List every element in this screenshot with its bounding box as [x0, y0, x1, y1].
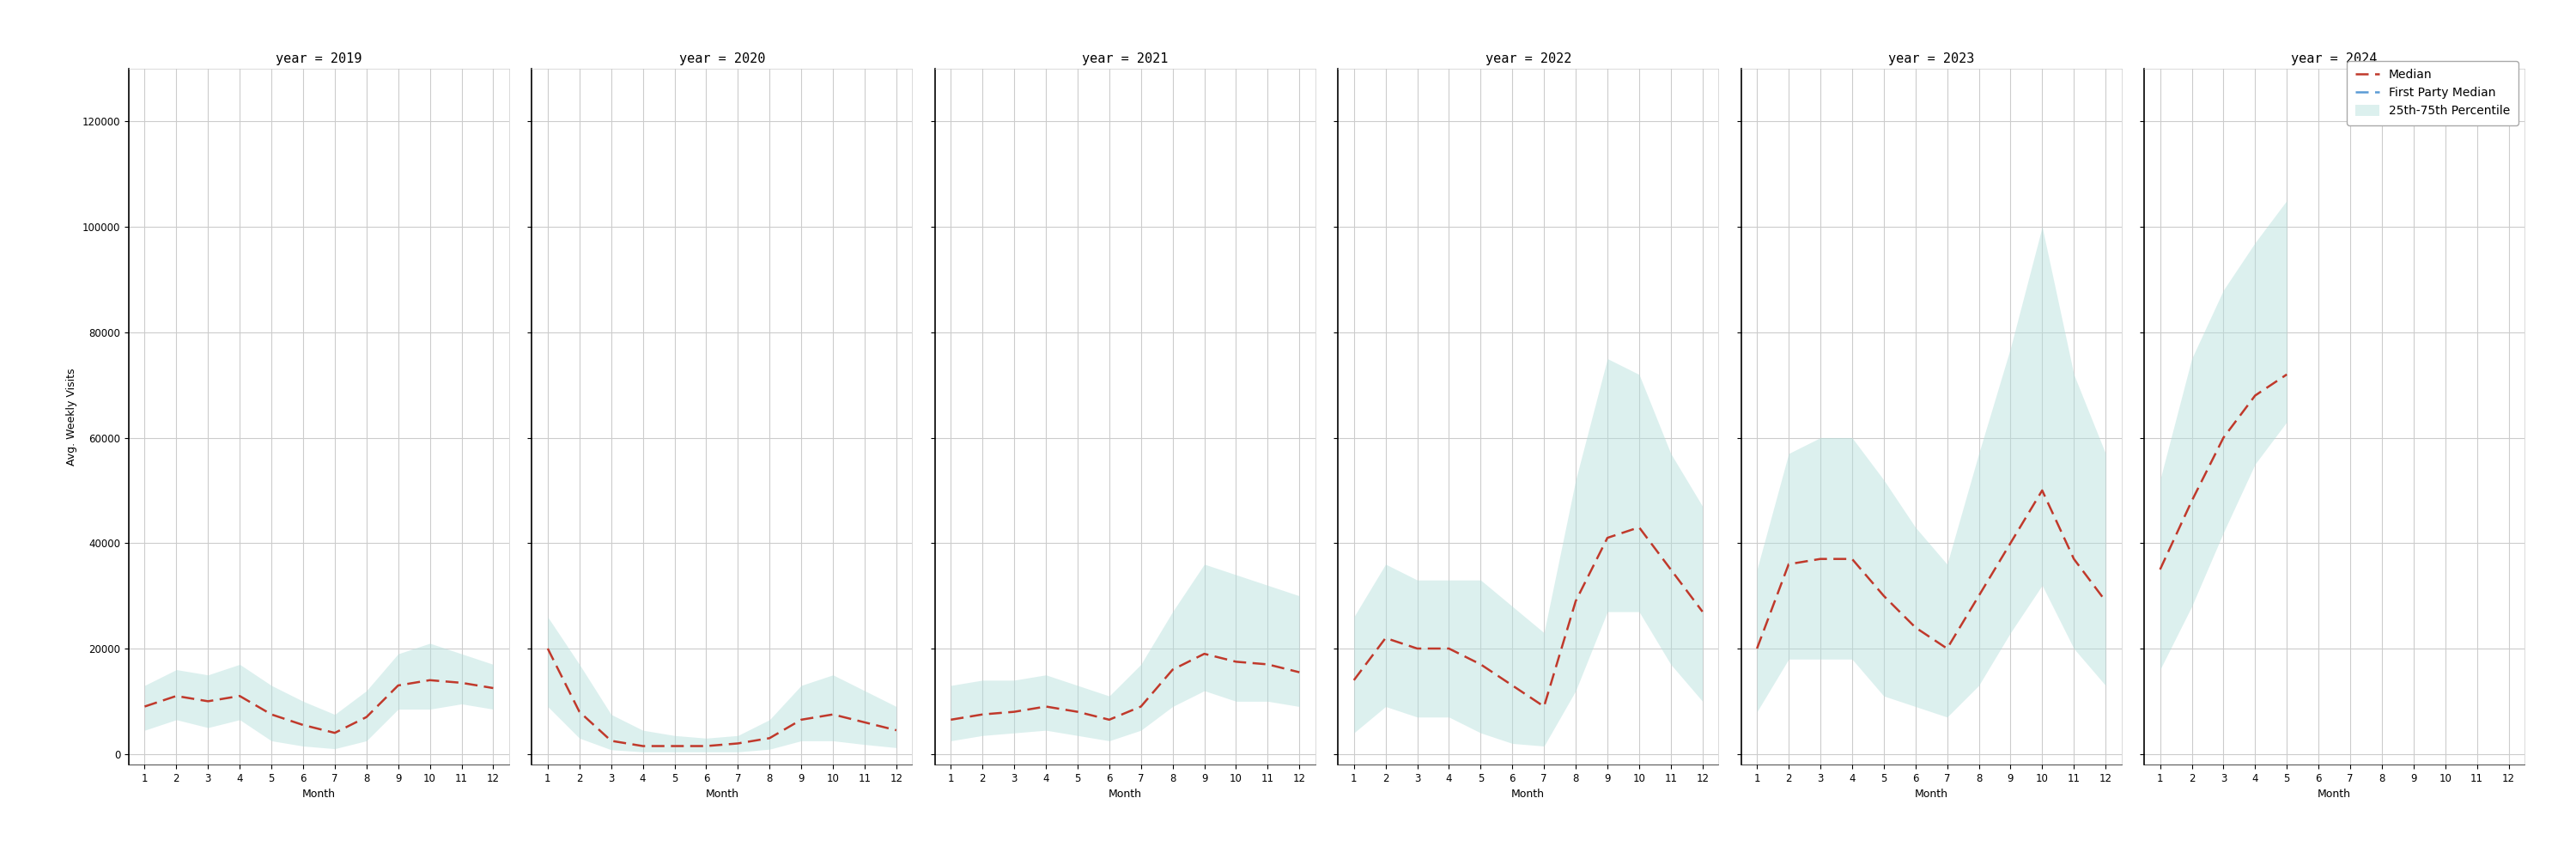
Median	[1061, 707, 1092, 717]
X-axis label: Month: Month	[706, 789, 739, 800]
Median	[2089, 596, 2120, 606]
Median	[564, 707, 595, 717]
Median	[1190, 649, 1221, 659]
Median	[1221, 656, 1252, 667]
X-axis label: Month: Month	[1914, 789, 1947, 800]
Line: Median: Median	[1757, 490, 2105, 649]
Median	[2027, 485, 2058, 496]
Median	[350, 712, 381, 722]
X-axis label: Month: Month	[301, 789, 335, 800]
Median	[384, 680, 415, 691]
Median	[1340, 675, 1370, 685]
Median	[1466, 659, 1497, 669]
Median	[533, 643, 564, 654]
Median	[1432, 643, 1463, 654]
Median	[850, 717, 881, 728]
Median	[1901, 622, 1932, 632]
Y-axis label: Avg. Weekly Visits: Avg. Weekly Visits	[67, 368, 77, 466]
Median	[629, 741, 659, 752]
Median	[160, 691, 191, 701]
Line: Median: Median	[951, 654, 1298, 720]
Median	[1157, 665, 1188, 675]
Median	[1252, 659, 1283, 669]
Median	[2146, 564, 2177, 575]
Median	[935, 715, 966, 725]
Median	[659, 741, 690, 752]
Median	[2208, 433, 2239, 443]
Median	[1623, 522, 1654, 533]
Title: year = 2021: year = 2021	[1082, 52, 1167, 65]
Median	[881, 725, 912, 735]
Median	[817, 710, 848, 720]
Median	[1806, 554, 1837, 564]
Median	[1994, 538, 2025, 548]
Median	[1370, 633, 1401, 643]
Median	[289, 720, 319, 730]
Median	[255, 710, 286, 720]
Median	[690, 741, 721, 752]
Median	[1741, 643, 1772, 654]
Median	[786, 715, 817, 725]
Title: year = 2023: year = 2023	[1888, 52, 1973, 65]
Median	[1687, 606, 1718, 617]
Title: year = 2019: year = 2019	[276, 52, 363, 65]
Median	[319, 728, 350, 738]
Median	[1592, 533, 1623, 543]
Median	[1095, 715, 1126, 725]
Median	[446, 678, 477, 688]
Median	[1868, 591, 1899, 601]
Median	[1497, 680, 1528, 691]
Title: year = 2022: year = 2022	[1486, 52, 1571, 65]
Median	[2058, 554, 2089, 564]
Median	[999, 707, 1030, 717]
Median	[1283, 667, 1314, 678]
Line: Median: Median	[549, 649, 896, 746]
Median	[1772, 559, 1803, 570]
Median	[1837, 554, 1868, 564]
Median	[2239, 390, 2269, 400]
Median	[193, 696, 224, 706]
Median	[1963, 591, 1994, 601]
Median	[477, 683, 507, 693]
X-axis label: Month: Month	[1512, 789, 1546, 800]
Median	[1656, 564, 1687, 575]
Median	[129, 701, 160, 711]
Legend: Median, First Party Median, 25th-75th Percentile: Median, First Party Median, 25th-75th Pe…	[2347, 61, 2519, 125]
Line: Median: Median	[1355, 527, 1703, 706]
Median	[1126, 701, 1157, 711]
Median	[1401, 643, 1432, 654]
Median	[224, 691, 255, 701]
Line: Median: Median	[144, 680, 492, 733]
Median	[966, 710, 997, 720]
Median	[1561, 596, 1592, 606]
Median	[721, 738, 752, 748]
Median	[595, 735, 626, 746]
Median	[1932, 643, 1963, 654]
Median	[2272, 369, 2303, 380]
X-axis label: Month: Month	[1108, 789, 1141, 800]
X-axis label: Month: Month	[2318, 789, 2352, 800]
Line: Median: Median	[2161, 375, 2287, 570]
Median	[2177, 496, 2208, 506]
Median	[415, 675, 446, 685]
Median	[1528, 701, 1558, 711]
Median	[755, 733, 786, 743]
Title: year = 2020: year = 2020	[680, 52, 765, 65]
Title: year = 2024: year = 2024	[2290, 52, 2378, 65]
Median	[1030, 701, 1061, 711]
